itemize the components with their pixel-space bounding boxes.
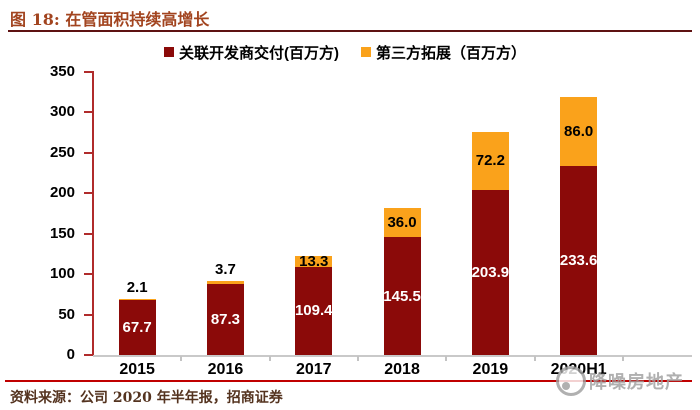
x-category-label: 2019 [472,361,509,378]
bar-label-delivered: 87.3 [210,311,241,329]
bar-label-thirdparty: 13.3 [299,252,329,270]
legend-item-thirdparty: 第三方拓展（百万方） [361,43,527,62]
y-tick-mark [84,151,92,154]
bar-segment-thirdparty [560,96,598,167]
bar-segment-thirdparty [295,255,333,267]
bar-segment-delivered [118,300,156,355]
y-tick-mark [84,71,92,73]
legend-label-delivered: 关联开发商交付(百万方) [179,44,339,62]
bar-segment-thirdparty [383,208,421,238]
source-note: 资料来源：公司 2020 年半年报，招商证券 [10,390,283,406]
bar-label-thirdparty: 36.0 [387,214,417,232]
y-axis-tick-label: 50 [58,305,75,323]
bar-label-thirdparty: 86.0 [564,122,594,140]
figure-title: 图 18: 在管面积持续高增长 [10,10,210,29]
bar-segment-delivered [295,266,333,355]
y-tick-mark [84,354,92,356]
x-tick-mark [268,356,271,361]
x-category-label: 2017 [295,361,332,378]
bar-label-delivered: 67.7 [122,319,152,337]
bar-label-delivered: 233.6 [559,252,598,270]
x-axis-line [93,355,692,357]
y-tick-mark [84,313,92,316]
x-tick-mark [621,356,624,361]
y-axis-tick-label: 200 [49,184,75,202]
bar-segment-delivered [471,190,509,355]
y-axis-tick-label: 250 [49,143,75,161]
bar-label-thirdparty: 3.7 [215,261,236,279]
x-category-label: 2015 [119,361,155,378]
y-tick-mark [84,232,92,235]
title-divider-line [8,30,692,32]
bar-segment-delivered [206,284,244,355]
bar-segment-thirdparty [206,281,244,285]
y-tick-mark [84,111,92,114]
bar-segment-thirdparty [118,298,156,301]
x-category-label: 2018 [384,361,420,378]
bar-segment-delivered [383,237,421,355]
y-axis-tick-label: 100 [49,265,75,283]
bar-label-delivered: 109.4 [294,302,333,320]
bar-label-thirdparty: 72.2 [475,152,505,170]
bar-segment-thirdparty [471,131,509,191]
footer-divider-line [5,380,692,382]
bar-label-thirdparty: 2.1 [126,278,148,296]
watermark-text: 降噪房地产 [589,372,684,392]
x-tick-mark [180,356,183,361]
legend-label-thirdparty: 第三方拓展（百万方） [376,44,527,62]
watermark-logo-dot-icon [562,382,570,390]
y-axis-line [92,71,94,356]
y-tick-mark [84,192,92,195]
watermark: 降噪房地产 [556,366,684,396]
y-axis-tick-label: 300 [49,103,75,121]
watermark-logo-icon [556,366,586,396]
bar-segment-delivered [560,166,598,355]
legend-item-delivered: 关联开发商交付(百万方) [164,43,339,62]
x-tick-mark [356,356,359,361]
bar-label-delivered: 203.9 [471,264,510,282]
y-axis-tick-label: 350 [49,63,75,80]
bar-label-delivered: 145.5 [383,287,421,305]
x-tick-mark [445,356,448,361]
y-axis-tick-label: 150 [49,224,75,242]
x-tick-mark [533,356,536,361]
y-tick-mark [84,273,92,276]
legend-swatch-thirdparty-icon [361,47,371,57]
legend-swatch-delivered-icon [164,47,174,57]
y-axis-tick-label: 0 [66,346,75,363]
x-category-label: 2016 [207,361,244,378]
